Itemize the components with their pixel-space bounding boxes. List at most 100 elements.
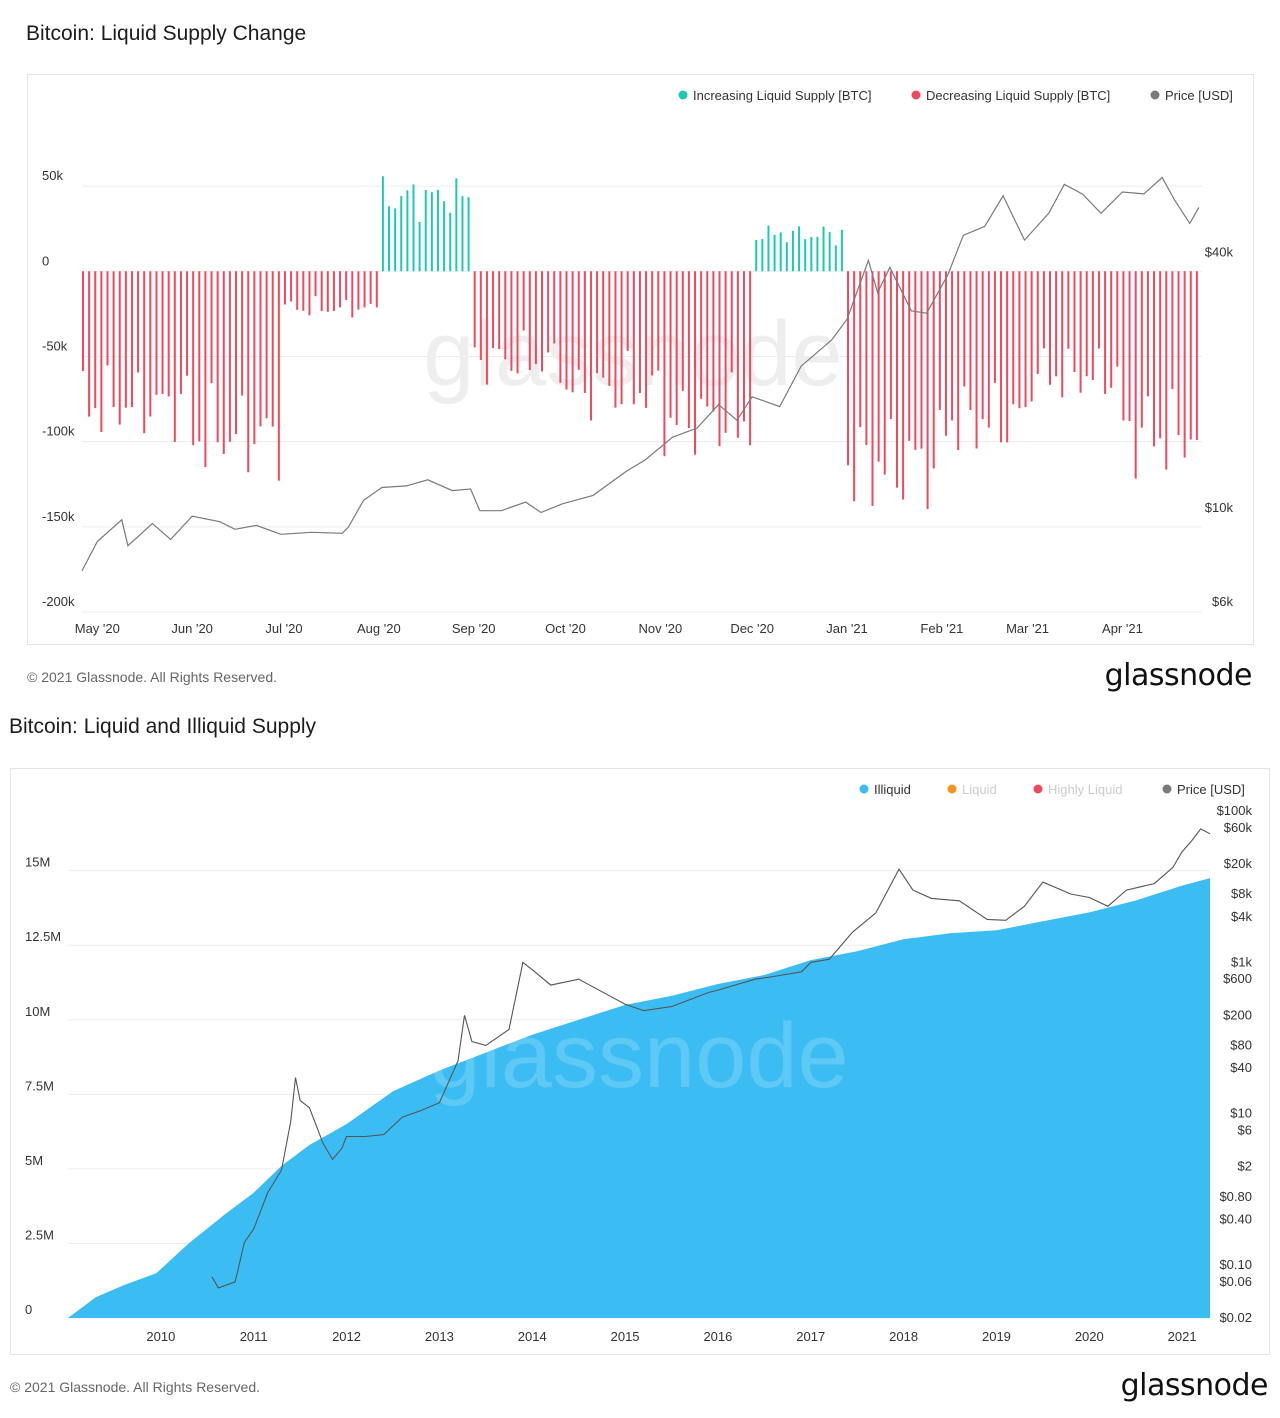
decreasing-bar [877, 271, 880, 462]
y-right-tick-label: $600 [1223, 971, 1252, 986]
y-right-tick-label: $0.40 [1219, 1212, 1252, 1227]
decreasing-bar [302, 271, 305, 311]
x-tick-label: Mar '21 [1006, 621, 1049, 636]
increasing-bar [388, 206, 391, 272]
legend-dot [678, 90, 688, 100]
decreasing-bar [1128, 271, 1131, 422]
decreasing-bar [534, 271, 537, 365]
x-tick-label: 2013 [425, 1329, 454, 1344]
y-left-tick-label: 15M [25, 855, 50, 870]
y-right-tick-label: $6 [1238, 1123, 1252, 1138]
decreasing-bar [198, 271, 201, 442]
decreasing-bar [902, 271, 905, 500]
legend-label[interactable]: Price [USD] [1177, 782, 1245, 797]
decreasing-bar [296, 271, 299, 310]
increasing-bar [834, 245, 837, 272]
decreasing-bar [259, 271, 262, 427]
y-left-tick-label: -100k [42, 424, 75, 439]
decreasing-bar [492, 271, 495, 349]
decreasing-bar [675, 271, 678, 426]
increasing-bar [461, 196, 464, 272]
decreasing-bar [596, 271, 599, 374]
decreasing-bar [681, 271, 684, 391]
decreasing-bar [118, 271, 121, 425]
decreasing-bar [314, 271, 317, 297]
decreasing-bar [626, 271, 629, 351]
decreasing-bar [865, 271, 868, 445]
decreasing-bar [718, 271, 721, 447]
legend-label[interactable]: Liquid [962, 782, 997, 797]
illiquid-area [68, 878, 1210, 1318]
x-tick-label: 2016 [703, 1329, 732, 1344]
x-tick-label: Apr '21 [1102, 621, 1143, 636]
legend-label[interactable]: Illiquid [874, 782, 911, 797]
y-left-tick-label: 7.5M [25, 1078, 54, 1093]
decreasing-bar [149, 271, 152, 417]
decreasing-bar [320, 271, 323, 312]
decreasing-bar [541, 271, 544, 372]
chart2-frame: glassnode 0 2.5M 5M 7.5M 10M 12.5M 15M $100k $6… [10, 768, 1270, 1355]
decreasing-bar [1189, 271, 1192, 440]
decreasing-bar [889, 271, 892, 420]
x-tick-label: Dec '20 [730, 621, 774, 636]
decreasing-bar [559, 271, 562, 383]
decreasing-bar [1195, 271, 1198, 440]
decreasing-bar [161, 271, 164, 394]
decreasing-bar [687, 271, 690, 429]
increasing-bar [840, 229, 843, 272]
y-right-tick-label: $40k [1205, 245, 1234, 260]
decreasing-bar [1085, 271, 1088, 377]
decreasing-bar [332, 271, 335, 312]
decreasing-bar [247, 271, 250, 473]
y-right-tick-label: $0.10 [1219, 1257, 1252, 1272]
decreasing-bar [1171, 271, 1174, 390]
increasing-bar [406, 190, 409, 272]
decreasing-bar [369, 271, 372, 304]
legend-dot [1150, 90, 1160, 100]
decreasing-bar [608, 271, 611, 386]
decreasing-bar [290, 271, 293, 302]
increasing-bar [791, 230, 794, 272]
decreasing-bar [222, 271, 225, 455]
legend-label[interactable]: Highly Liquid [1048, 782, 1122, 797]
y-left-tick-label: 2.5M [25, 1227, 54, 1242]
decreasing-bar [657, 271, 660, 371]
decreasing-bar [357, 271, 360, 310]
increasing-bar [810, 237, 813, 272]
y-right-tick-label: $0.80 [1219, 1189, 1252, 1204]
y-left-tick-label: 5M [25, 1153, 43, 1168]
decreasing-bar [742, 271, 745, 422]
decreasing-bar [553, 271, 556, 344]
price-line [211, 828, 1211, 1289]
decreasing-bar [167, 271, 170, 397]
decreasing-bar [235, 271, 238, 435]
chart2-watermark: glassnode [429, 1005, 848, 1107]
decreasing-bar [241, 271, 244, 396]
y-right-tick-label: $10 [1230, 1106, 1252, 1121]
liquid-illiquid-supply-chart: glassnode 0 2.5M 5M 7.5M 10M 12.5M 15M $100k $6… [25, 782, 1253, 1344]
decreasing-bar [498, 271, 501, 350]
decreasing-bar [82, 271, 84, 371]
decreasing-bar [1091, 271, 1094, 380]
y-right-tick-label: $8k [1231, 886, 1252, 901]
decreasing-bar [987, 271, 990, 428]
decreasing-bar [1042, 271, 1045, 349]
legend-label[interactable]: Price [USD] [1165, 88, 1233, 103]
decreasing-bar [620, 271, 623, 405]
decreasing-bar [112, 271, 115, 408]
y-left-tick-label: -150k [42, 509, 75, 524]
legend-label[interactable]: Increasing Liquid Supply [BTC] [693, 88, 871, 103]
y-right-tick-label: $1k [1231, 954, 1252, 969]
legend-dot [947, 784, 957, 794]
increasing-bar [455, 178, 458, 272]
y-right-tick-label: $4k [1231, 909, 1252, 924]
decreasing-bar [179, 271, 182, 394]
decreasing-bar [957, 271, 960, 451]
y-right-tick-label: $60k [1224, 820, 1253, 835]
legend-label[interactable]: Decreasing Liquid Supply [BTC] [926, 88, 1110, 103]
decreasing-bar [137, 271, 140, 373]
x-tick-label: Aug '20 [357, 621, 401, 636]
decreasing-bar [651, 271, 654, 376]
decreasing-bar [932, 271, 935, 469]
decreasing-bar [130, 271, 133, 408]
